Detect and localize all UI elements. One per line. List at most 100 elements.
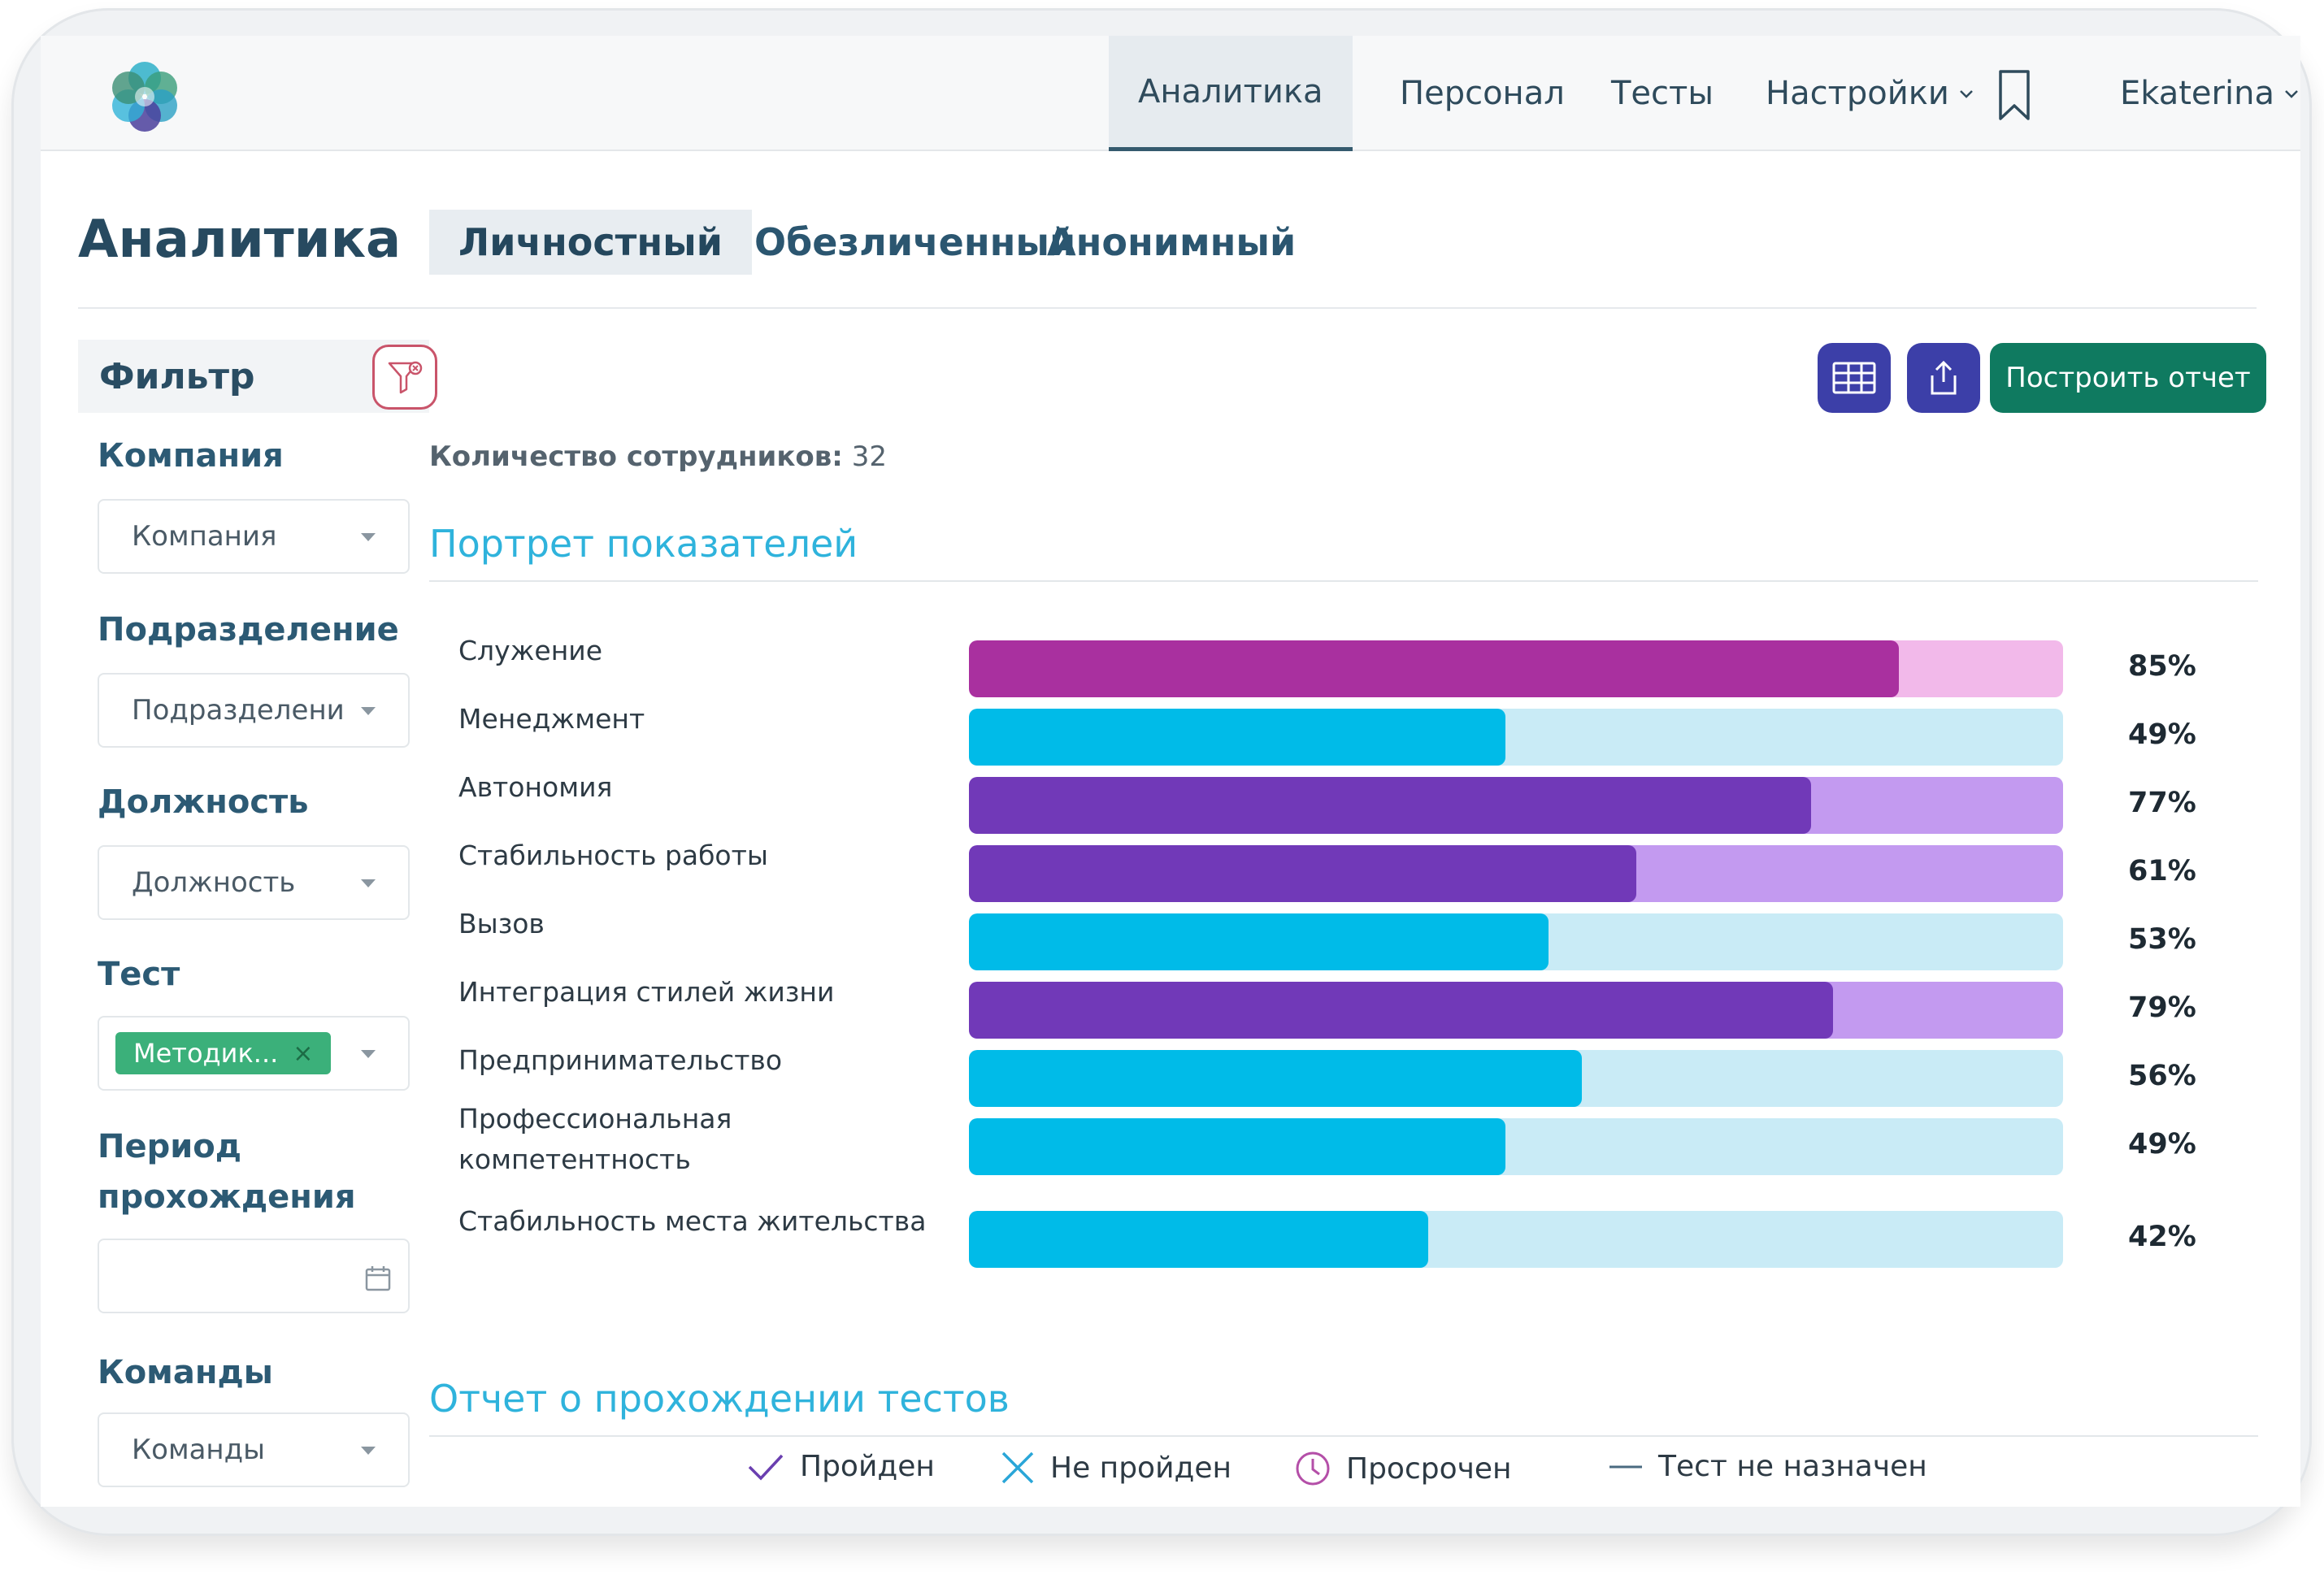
employee-count-value: 32 bbox=[842, 440, 887, 473]
legend-overdue: Просрочен bbox=[1294, 1450, 1512, 1487]
position-select[interactable]: Должность bbox=[98, 845, 410, 920]
bar-label: Стабильность места жительства bbox=[458, 1205, 927, 1237]
report-title: Отчет о прохождении тестов bbox=[429, 1377, 1010, 1421]
employee-count: Количество сотрудников: 32 bbox=[429, 440, 887, 473]
legend-passed: Пройден bbox=[746, 1450, 935, 1483]
chevron-down-icon bbox=[1960, 90, 1973, 98]
bar-value-label: 49% bbox=[2128, 718, 2196, 751]
legend-not-assigned-label: Тест не назначен bbox=[1658, 1450, 1927, 1483]
legend-overdue-label: Просрочен bbox=[1346, 1451, 1512, 1486]
table-view-button[interactable] bbox=[1818, 343, 1891, 413]
bar-value-label: 61% bbox=[2128, 855, 2196, 887]
company-placeholder: Компания bbox=[132, 520, 277, 553]
bar-track bbox=[969, 982, 2063, 1039]
teams-placeholder: Команды bbox=[132, 1434, 266, 1466]
portrait-divider bbox=[429, 580, 2258, 582]
legend-failed: Не пройден bbox=[1000, 1450, 1232, 1486]
teams-select[interactable]: Команды bbox=[98, 1412, 410, 1487]
filter-title: Фильтр bbox=[99, 355, 255, 397]
bar-track bbox=[969, 845, 2063, 902]
bar-label: Предпринимательство bbox=[458, 1044, 783, 1076]
bar bbox=[969, 982, 1833, 1039]
nav-staff[interactable]: Персонал bbox=[1371, 36, 1594, 151]
bar-value-label: 79% bbox=[2128, 991, 2196, 1024]
bar-value-label: 77% bbox=[2128, 787, 2196, 819]
bar bbox=[969, 845, 1636, 902]
caret-down-icon bbox=[361, 707, 376, 715]
bar-track bbox=[969, 1118, 2063, 1175]
remove-tag-icon[interactable]: × bbox=[293, 1039, 314, 1068]
tab-depersonalized[interactable]: Обезличенный bbox=[754, 220, 1076, 264]
device-frame: Аналитика Персонал Тесты Настройки Ekate… bbox=[11, 8, 2312, 1536]
header-divider bbox=[78, 307, 2257, 309]
caret-down-icon bbox=[361, 879, 376, 887]
nav-tests[interactable]: Тесты bbox=[1582, 36, 1743, 151]
clock-icon bbox=[1296, 1451, 1330, 1486]
cross-icon bbox=[1001, 1451, 1034, 1484]
report-divider bbox=[429, 1435, 2258, 1437]
dash-icon bbox=[1609, 1465, 1642, 1468]
bar bbox=[969, 777, 1811, 834]
user-name: Ekaterina bbox=[2120, 75, 2274, 112]
portrait-title: Портрет показателей bbox=[429, 522, 858, 566]
selected-test-tag: Методик... × bbox=[115, 1032, 332, 1074]
test-label: Тест bbox=[98, 956, 180, 993]
bar bbox=[969, 709, 1505, 766]
caret-down-icon bbox=[361, 1050, 376, 1058]
filter-clear-icon bbox=[388, 361, 423, 394]
bar-label: Профессиональная компетентность bbox=[458, 1103, 732, 1175]
nav-staff-label: Персонал bbox=[1400, 75, 1565, 112]
bar-value-label: 56% bbox=[2128, 1060, 2196, 1092]
filter-header: Фильтр bbox=[78, 340, 437, 413]
check-icon bbox=[748, 1454, 784, 1481]
selected-test-label: Методик... bbox=[133, 1038, 279, 1069]
legend-passed-label: Пройден bbox=[800, 1450, 935, 1483]
bookmark-icon[interactable] bbox=[1996, 68, 2033, 124]
employee-count-label: Количество сотрудников: bbox=[429, 440, 843, 473]
period-date-input[interactable] bbox=[98, 1239, 410, 1313]
position-label: Должность bbox=[98, 783, 309, 821]
bar-value-label: 85% bbox=[2128, 650, 2196, 683]
bar-label: Интеграция стилей жизни bbox=[458, 976, 835, 1008]
test-select[interactable]: Методик... × bbox=[98, 1016, 410, 1091]
bar-track bbox=[969, 1211, 2063, 1268]
user-menu[interactable]: Ekaterina bbox=[2091, 36, 2300, 151]
bar bbox=[969, 1050, 1582, 1107]
teams-label: Команды bbox=[98, 1354, 273, 1391]
bar-label: Служение bbox=[458, 635, 603, 666]
period-label-line1: Период bbox=[98, 1128, 242, 1165]
period-label: Период прохождения bbox=[98, 1122, 356, 1222]
portrait-bar-chart: Служение 85% Менеджмент 49% Автономия 77% Стаб… bbox=[429, 635, 2258, 1323]
caret-down-icon bbox=[361, 533, 376, 541]
bar bbox=[969, 1211, 1428, 1268]
bar-track bbox=[969, 913, 2063, 970]
filter-reset-button[interactable] bbox=[372, 345, 437, 410]
department-label: Подразделение bbox=[98, 611, 399, 649]
company-select[interactable]: Компания bbox=[98, 499, 410, 574]
nav-tests-label: Тесты bbox=[1611, 75, 1714, 112]
bar-label: Стабильность работы bbox=[458, 840, 768, 871]
department-select[interactable]: Подразделени bbox=[98, 673, 410, 748]
tab-personal[interactable]: Личностный bbox=[429, 210, 752, 275]
bar-track bbox=[969, 709, 2063, 766]
legend-not-assigned: Тест не назначен bbox=[1608, 1450, 1927, 1483]
bar bbox=[969, 640, 1899, 697]
bar-value-label: 42% bbox=[2128, 1221, 2196, 1253]
export-button[interactable] bbox=[1907, 343, 1980, 413]
period-label-line2: прохождения bbox=[98, 1178, 356, 1216]
nav-analytics[interactable]: Аналитика bbox=[1109, 36, 1353, 151]
caret-down-icon bbox=[361, 1447, 376, 1455]
app-logo-icon[interactable] bbox=[106, 57, 184, 135]
bar-label: Автономия bbox=[458, 771, 613, 803]
nav-settings[interactable]: Настройки bbox=[1736, 36, 2005, 151]
bar-track bbox=[969, 777, 2063, 834]
top-navigation: Аналитика Персонал Тесты Настройки Ekate… bbox=[41, 36, 2300, 151]
chevron-down-icon bbox=[2285, 90, 2298, 98]
tab-anonymous[interactable]: Анонимный bbox=[1047, 220, 1297, 264]
bar-track bbox=[969, 640, 2063, 697]
bar bbox=[969, 1118, 1505, 1175]
bar-label: Вызов bbox=[458, 908, 545, 939]
build-report-button[interactable]: Построить отчет bbox=[1990, 343, 2266, 413]
calendar-icon[interactable] bbox=[364, 1265, 392, 1292]
position-placeholder: Должность bbox=[132, 866, 296, 899]
